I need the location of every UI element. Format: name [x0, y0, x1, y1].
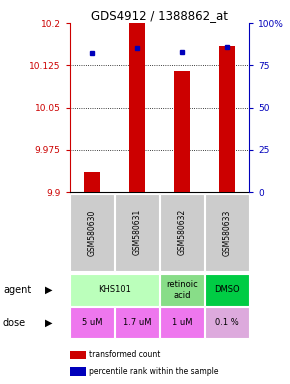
Bar — [129, 23, 145, 192]
Bar — [70, 274, 159, 306]
Bar — [70, 307, 114, 338]
Text: DMSO: DMSO — [214, 285, 240, 295]
Bar — [70, 194, 114, 271]
Text: percentile rank within the sample: percentile rank within the sample — [89, 367, 219, 376]
Text: 0.1 %: 0.1 % — [215, 318, 239, 327]
Text: KHS101: KHS101 — [98, 285, 131, 295]
Bar — [84, 172, 100, 192]
Bar — [174, 71, 190, 192]
Text: retinoic
acid: retinoic acid — [166, 280, 198, 300]
Text: GSM580630: GSM580630 — [88, 209, 97, 255]
Bar — [205, 194, 249, 271]
Text: GSM580633: GSM580633 — [222, 209, 231, 255]
Bar — [115, 307, 159, 338]
Bar — [160, 194, 204, 271]
Text: 1.7 uM: 1.7 uM — [123, 318, 151, 327]
Text: ▶: ▶ — [45, 318, 52, 328]
Bar — [205, 307, 249, 338]
Text: ▶: ▶ — [45, 285, 52, 295]
Text: 1 uM: 1 uM — [172, 318, 192, 327]
Bar — [160, 307, 204, 338]
Title: GDS4912 / 1388862_at: GDS4912 / 1388862_at — [91, 9, 228, 22]
Bar — [205, 274, 249, 306]
Bar — [160, 274, 204, 306]
Text: agent: agent — [3, 285, 31, 295]
Bar — [115, 194, 159, 271]
Text: GSM580631: GSM580631 — [133, 209, 142, 255]
Text: GSM580632: GSM580632 — [177, 209, 186, 255]
Text: transformed count: transformed count — [89, 350, 161, 359]
Text: 5 uM: 5 uM — [82, 318, 102, 327]
Text: dose: dose — [3, 318, 26, 328]
Bar — [219, 46, 235, 192]
